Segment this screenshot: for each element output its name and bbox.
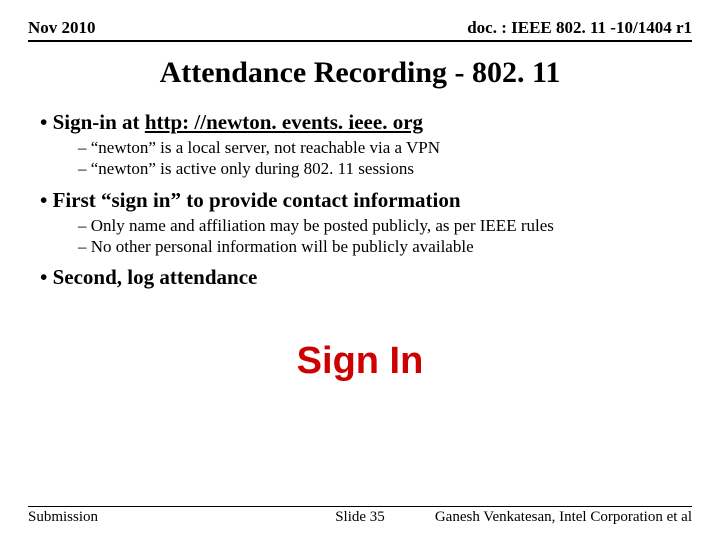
bullet-signin-prefix: Sign-in at — [53, 110, 145, 134]
slide-page: Nov 2010 doc. : IEEE 802. 11 -10/1404 r1… — [0, 0, 720, 540]
slide-content: Sign-in at http: //newton. events. ieee.… — [28, 110, 692, 383]
bullet-signin: Sign-in at http: //newton. events. ieee.… — [34, 110, 686, 135]
bullet-first-signin-sub2: No other personal information will be pu… — [34, 236, 686, 257]
slide-title: Attendance Recording - 802. 11 — [28, 56, 692, 90]
footer-author: Ganesh Venkatesan, Intel Corporation et … — [435, 509, 692, 526]
header-date: Nov 2010 — [28, 18, 96, 38]
bullet-first-signin: First “sign in” to provide contact infor… — [34, 188, 686, 213]
signin-url[interactable]: http: //newton. events. ieee. org — [145, 110, 423, 134]
footer-rule — [28, 506, 692, 507]
bullet-first-signin-sub1: Only name and affiliation may be posted … — [34, 215, 686, 236]
footer-slide-number: Slide 35 — [335, 509, 385, 526]
signin-heading: Sign In — [34, 340, 686, 383]
header-doc-id: doc. : IEEE 802. 11 -10/1404 r1 — [467, 18, 692, 38]
footer: Submission Slide 35 Ganesh Venkatesan, I… — [28, 506, 692, 526]
header-row: Nov 2010 doc. : IEEE 802. 11 -10/1404 r1 — [28, 18, 692, 42]
bullet-signin-sub1: “newton” is a local server, not reachabl… — [34, 137, 686, 158]
footer-row: Submission Slide 35 Ganesh Venkatesan, I… — [28, 509, 692, 526]
footer-left: Submission — [28, 509, 98, 526]
bullet-signin-sub2: “newton” is active only during 802. 11 s… — [34, 158, 686, 179]
bullet-log-attendance: Second, log attendance — [34, 265, 686, 290]
